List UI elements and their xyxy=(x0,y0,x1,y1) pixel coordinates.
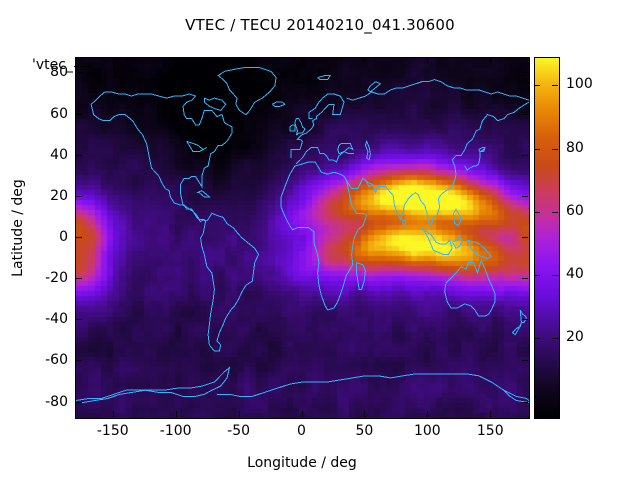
y-tickmark xyxy=(522,401,528,403)
vtec-heatmap-raster xyxy=(76,58,529,418)
y-tickmark xyxy=(76,278,82,280)
y-tickmark xyxy=(76,154,82,156)
colorbar-tick-label: 80 xyxy=(566,139,584,156)
y-tick-neg60: -60 xyxy=(45,352,68,369)
x-tick-100: 100 xyxy=(413,423,441,439)
x-tickmark xyxy=(427,58,429,64)
y-axis-tick-labels: 80 60 40 20 0 -20 -40 -60 -80 xyxy=(22,0,68,480)
y-tick-80: 80 xyxy=(50,64,68,81)
y-tickmark xyxy=(76,401,82,403)
x-tickmark xyxy=(238,411,240,417)
x-tickmark xyxy=(238,58,240,64)
x-axis-title: Longitude / deg xyxy=(247,455,357,471)
x-tickmark xyxy=(490,411,492,417)
y-tick-neg40: -40 xyxy=(45,311,68,328)
x-tickmark xyxy=(301,411,303,417)
y-tickmark xyxy=(522,195,528,197)
coastline-overlay xyxy=(76,66,529,404)
y-tickmark xyxy=(522,278,528,280)
y-tick-20: 20 xyxy=(50,187,68,204)
x-tick-neg100: -100 xyxy=(159,423,192,439)
series-key-label: 'vtec_ xyxy=(32,58,92,72)
x-tickmark xyxy=(301,58,303,64)
x-tick-50: 50 xyxy=(355,423,374,439)
x-tickmark xyxy=(112,58,114,64)
y-axis-title: Latitude / deg xyxy=(10,179,26,277)
y-tick-60: 60 xyxy=(50,105,68,122)
x-tickmark xyxy=(175,411,177,417)
y-tick-neg80: -80 xyxy=(45,393,68,410)
x-tickmark xyxy=(490,58,492,64)
colorbar-tick-label: 100 xyxy=(566,76,593,93)
y-tickmark xyxy=(522,319,528,321)
vtec-map-panel xyxy=(75,57,530,419)
colorbar-tick-label: 60 xyxy=(566,202,584,219)
y-tickmark xyxy=(76,360,82,362)
x-tick-neg150: -150 xyxy=(96,423,129,439)
series-key-text: 'vtec_ xyxy=(32,57,73,73)
y-tick-neg20: -20 xyxy=(45,270,68,287)
y-tickmark xyxy=(522,237,528,238)
colorbar-tick-label: 40 xyxy=(566,265,584,282)
colorbar-tick-labels: 20 40 60 80 100 xyxy=(530,0,640,480)
y-tickmark xyxy=(76,319,82,321)
y-tickmark xyxy=(522,360,528,362)
x-tickmark xyxy=(364,58,366,64)
series-key-line xyxy=(73,66,92,67)
x-tick-150: 150 xyxy=(476,423,504,439)
x-tickmark xyxy=(112,411,114,417)
x-tick-neg50: -50 xyxy=(227,423,251,439)
y-tickmark xyxy=(76,72,82,74)
y-tickmark xyxy=(76,113,82,115)
y-tick-40: 40 xyxy=(50,146,68,163)
x-tickmark xyxy=(427,411,429,417)
colorbar-tick-label: 20 xyxy=(566,329,584,346)
y-tickmark xyxy=(522,113,528,115)
y-tickmark xyxy=(76,195,82,197)
x-tick-0: 0 xyxy=(297,423,306,439)
y-tick-0: 0 xyxy=(59,229,68,245)
colorbar xyxy=(534,57,560,419)
colorbar-gradient xyxy=(535,58,559,418)
page-title: VTEC / TECU 20140210_041.30600 xyxy=(185,16,455,34)
x-tickmark xyxy=(175,58,177,64)
y-tickmark xyxy=(522,154,528,156)
x-tickmark xyxy=(364,411,366,417)
y-tickmark xyxy=(76,237,82,238)
y-tickmark xyxy=(522,72,528,74)
